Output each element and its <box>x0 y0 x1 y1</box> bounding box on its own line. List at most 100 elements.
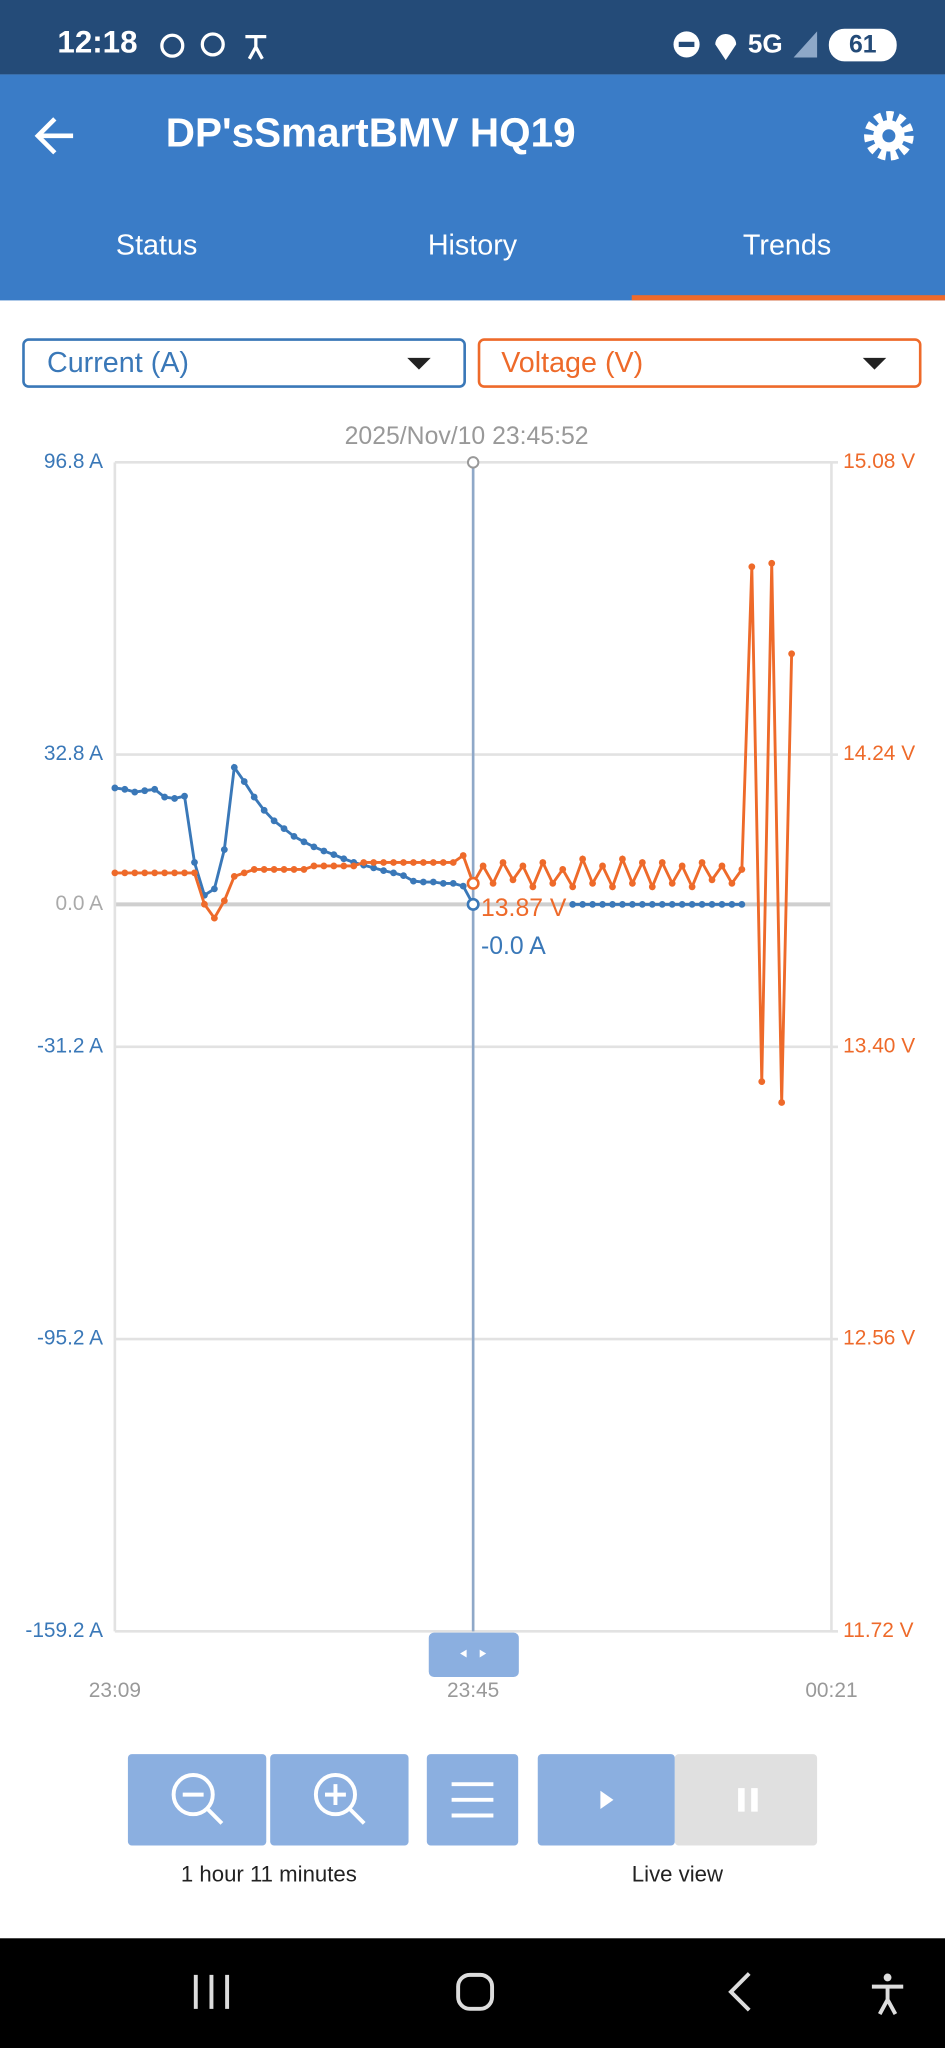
zoom-label: 1 hour 11 minutes <box>181 1861 357 1886</box>
data-point <box>340 855 348 863</box>
data-point <box>330 862 338 870</box>
data-point <box>370 864 378 872</box>
y2-tick-label: 12.56 V <box>843 1327 915 1350</box>
nav-bar <box>0 1938 945 2048</box>
data-point <box>668 900 676 908</box>
dropdown-label: Voltage (V) <box>501 347 643 379</box>
tab[interactable]: Trends <box>743 229 831 261</box>
tab[interactable]: Status <box>116 229 197 261</box>
data-point <box>390 869 397 877</box>
y-tick-label: 96.8 A <box>44 450 103 473</box>
icon <box>182 1792 224 1825</box>
chart: 96.8 A 32.8 A 0.0 A -31.2 A -95.2 A -159.2 A 1… <box>25 423 915 1702</box>
cursor-handle <box>428 1632 519 1678</box>
dropdown <box>477 338 922 388</box>
accessibility-button[interactable] <box>871 1984 904 2015</box>
y-tick-label: 0.0 A <box>56 892 104 915</box>
data-point <box>270 866 278 873</box>
battery <box>828 28 897 62</box>
data-point <box>419 859 427 866</box>
data-point <box>668 879 676 887</box>
menu-button[interactable] <box>426 1754 519 1846</box>
y2-tick-label: 14.24 V <box>843 742 915 765</box>
icon <box>600 1790 614 1809</box>
voltage-selector[interactable]: Voltage (V) <box>477 338 922 388</box>
app-title: DP'sSmartBMV HQ19 <box>166 110 576 156</box>
current-selector[interactable]: Current (A) <box>22 338 466 388</box>
dropdown-arrow <box>407 357 431 370</box>
clock: 12:18 <box>57 25 137 60</box>
data-point <box>360 859 368 866</box>
zoom-out-button[interactable] <box>127 1754 267 1846</box>
data-point <box>479 862 487 870</box>
data-point <box>210 914 218 922</box>
pause-button[interactable] <box>674 1754 818 1846</box>
data-point <box>111 784 119 792</box>
button-bg <box>127 1754 267 1846</box>
series-line <box>114 763 742 906</box>
data-point <box>499 859 507 866</box>
data-point <box>330 851 338 859</box>
data-point <box>638 859 646 866</box>
data-point <box>579 900 587 908</box>
data-point <box>459 882 467 890</box>
settings-button[interactable] <box>864 111 914 161</box>
x-tick-label: 23:45 <box>447 1679 499 1702</box>
data-point <box>161 793 169 801</box>
data-point <box>489 879 497 887</box>
data-point <box>658 859 666 866</box>
tab[interactable]: History <box>428 229 518 261</box>
back-nav-button[interactable] <box>728 1972 751 2012</box>
home-button[interactable] <box>456 1972 495 2011</box>
data-point <box>240 869 248 877</box>
data-point <box>429 878 437 886</box>
data-point <box>509 876 517 884</box>
y2-tick-label: 15.08 V <box>843 450 915 473</box>
data-point <box>589 879 596 887</box>
data-point <box>768 559 776 567</box>
data-point <box>609 900 616 908</box>
data-point <box>788 650 796 658</box>
zoom-in-button[interactable] <box>270 1754 409 1846</box>
dropdown-label: Current (A) <box>47 347 189 379</box>
data-point <box>449 879 457 887</box>
data-point <box>400 859 407 866</box>
status-bar <box>0 0 945 75</box>
data-point <box>678 862 686 870</box>
data-point <box>758 1078 766 1086</box>
cursor-point <box>466 897 480 911</box>
network: 5G <box>748 29 783 59</box>
data-point <box>121 869 129 877</box>
data-point <box>250 793 258 801</box>
data-point <box>161 869 169 877</box>
cursor-handle-arrows <box>460 1649 487 1658</box>
data-point <box>300 866 308 873</box>
data-point <box>191 858 198 866</box>
data-point <box>748 563 756 571</box>
battery-level: 61 <box>849 31 877 58</box>
play-button[interactable] <box>537 1754 675 1846</box>
data-point <box>171 869 178 877</box>
data-point <box>449 859 457 866</box>
data-point <box>688 883 696 891</box>
data-point <box>718 900 726 908</box>
data-point <box>380 867 387 874</box>
data-point <box>439 879 447 887</box>
data-point <box>628 879 636 887</box>
button-bg <box>674 1754 818 1846</box>
live-label: Live view <box>632 1861 724 1886</box>
data-point <box>300 838 308 846</box>
recents-button[interactable] <box>193 1974 230 2009</box>
data-point <box>141 787 149 795</box>
cursor-top <box>466 456 480 469</box>
icon <box>313 1773 357 1817</box>
icon <box>325 1784 366 1825</box>
series-line <box>114 563 794 1103</box>
data-point <box>638 900 646 908</box>
icon <box>171 1773 215 1817</box>
back-button[interactable] <box>34 117 74 155</box>
data-point <box>778 1099 786 1106</box>
tab-indicator <box>631 295 945 301</box>
data-point <box>320 862 328 870</box>
